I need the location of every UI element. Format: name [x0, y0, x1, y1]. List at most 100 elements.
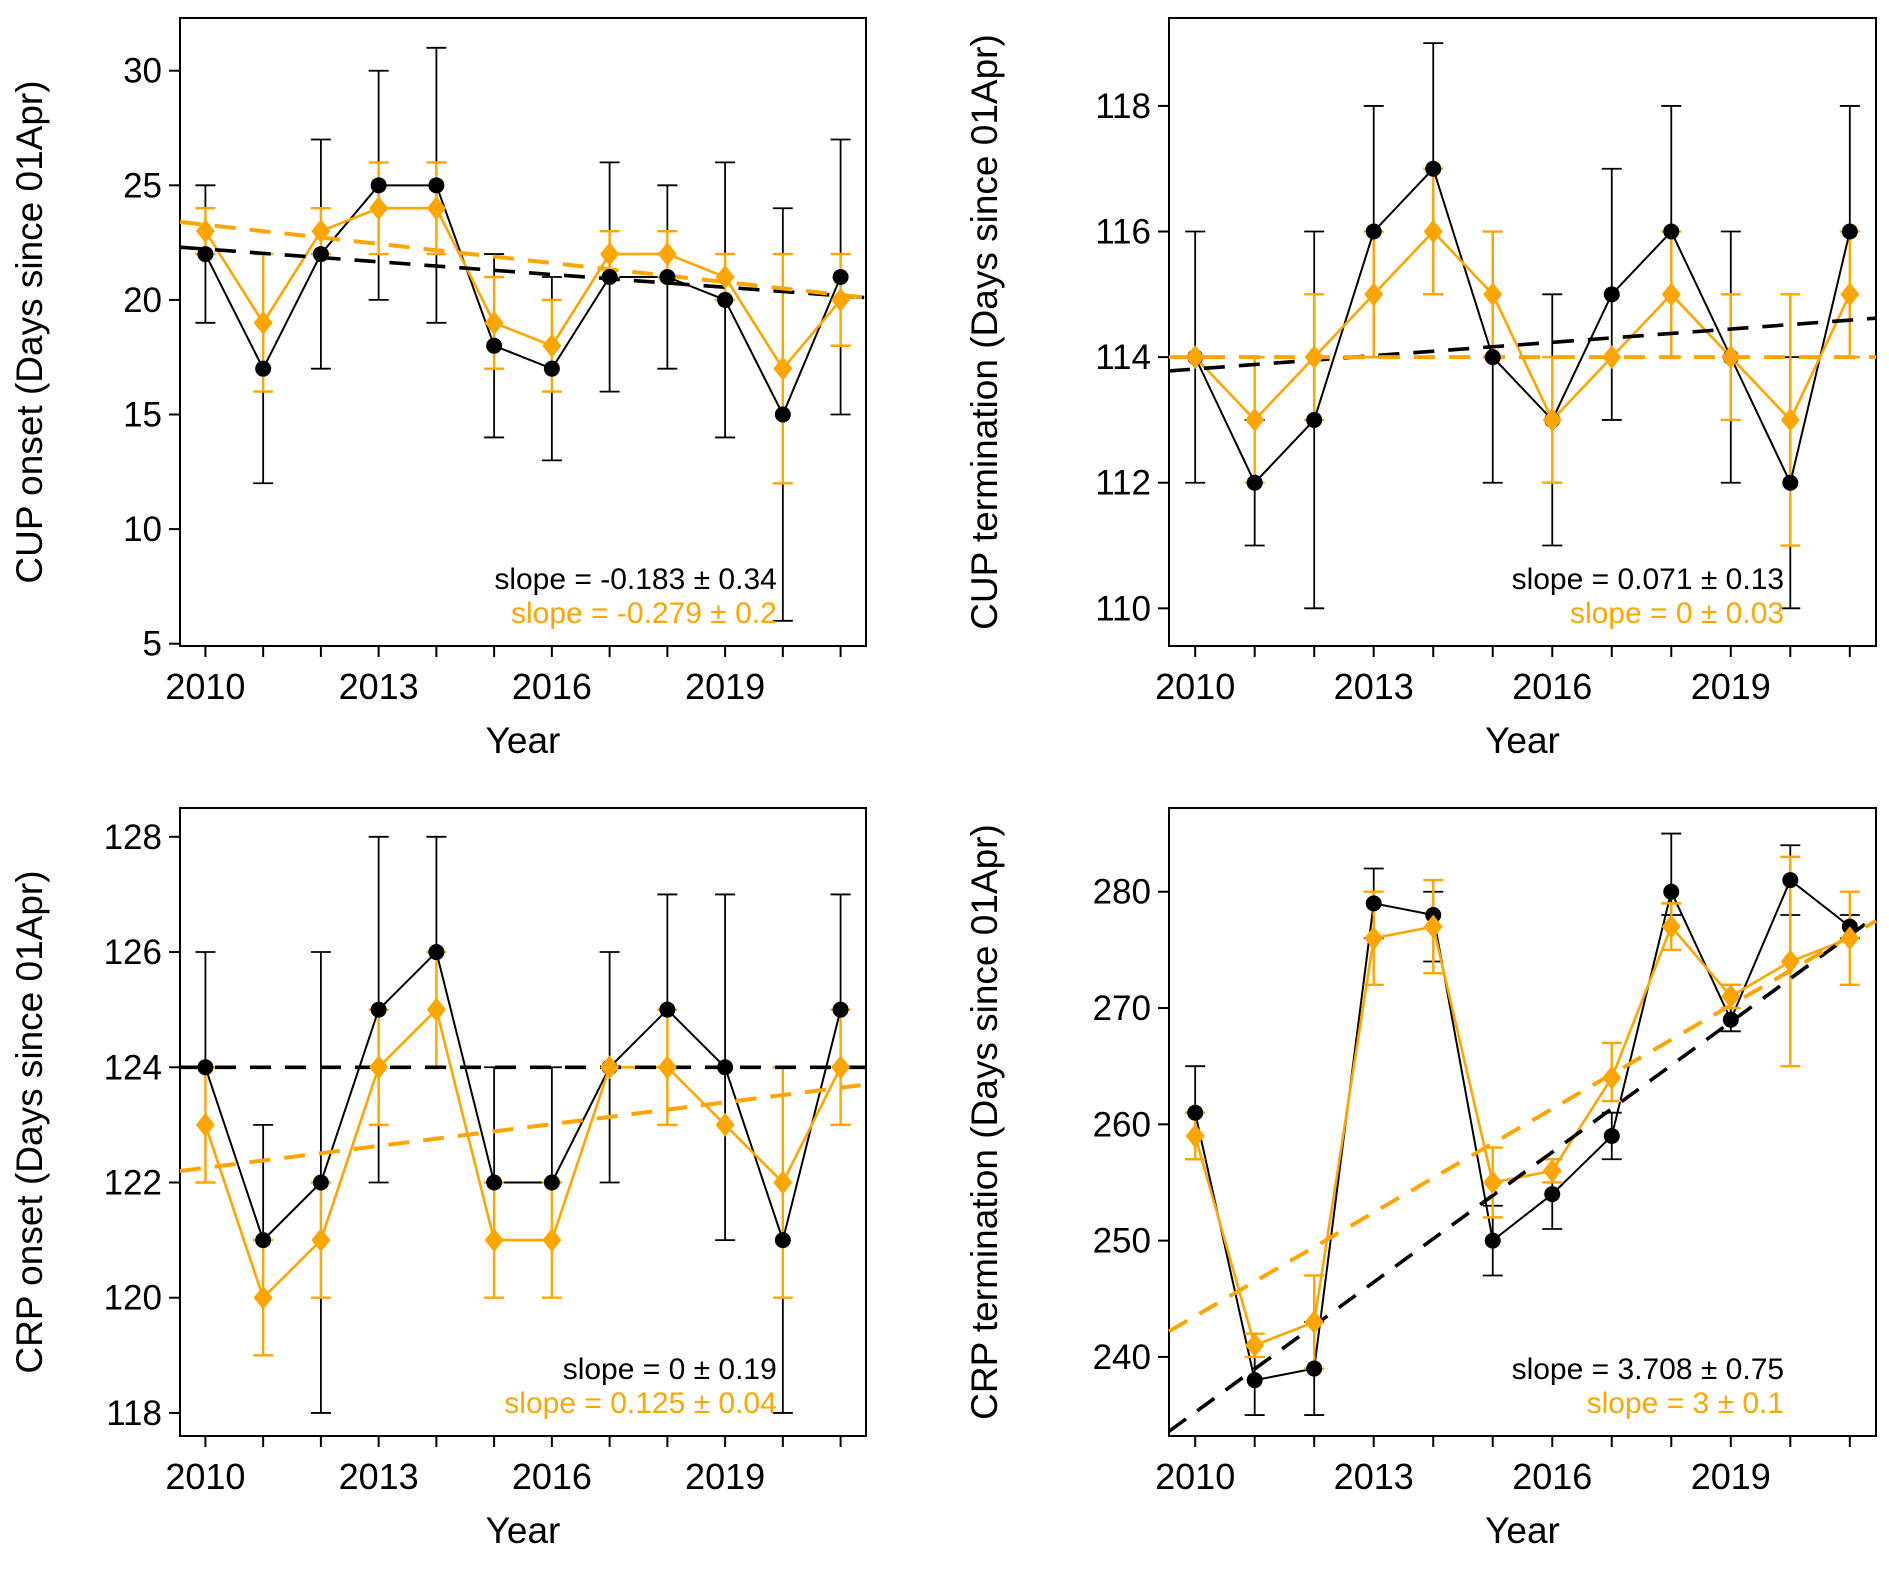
- y-tick-label: 280: [1093, 873, 1151, 912]
- y-tick-label: 116: [1095, 213, 1151, 252]
- y-tick-label: 260: [1093, 1105, 1151, 1144]
- black-circles-series-line: [1194, 878, 1851, 1382]
- x-tick-label: 2016: [1512, 1456, 1592, 1497]
- data-point-diamond: [369, 1055, 389, 1080]
- x-tick-label: 2013: [339, 1456, 419, 1497]
- data-point-circle: [1425, 160, 1442, 177]
- x-tick-label: 2013: [1334, 666, 1414, 707]
- data-point-diamond: [1542, 407, 1562, 432]
- data-point-diamond: [1423, 914, 1443, 939]
- y-tick-label: 120: [104, 1279, 162, 1318]
- orange-diamonds-trend-line: [179, 1082, 867, 1173]
- slope-annotation-orange-diamonds: slope = 0 ± 0.03: [1570, 597, 1784, 630]
- data-point-circle: [370, 1001, 387, 1018]
- data-point-circle: [659, 1001, 676, 1018]
- data-point-circle: [774, 1232, 791, 1249]
- y-tick-label: 122: [104, 1163, 162, 1202]
- slope-annotation-black-circles: slope = -0.183 ± 0.34: [494, 563, 777, 596]
- data-point-diamond: [1364, 926, 1384, 951]
- data-point-diamond: [1661, 914, 1681, 939]
- orange-diamonds-series-line: [204, 206, 842, 371]
- data-point-circle: [197, 246, 214, 263]
- x-tick-label: 2010: [165, 666, 245, 707]
- x-tick-label: 2010: [165, 1456, 245, 1497]
- data-point-diamond: [1185, 345, 1205, 370]
- y-tick-label: 30: [123, 52, 162, 91]
- black-circles-trend-line: [179, 245, 867, 300]
- data-point-diamond: [1780, 949, 1800, 974]
- data-point-diamond: [1483, 1170, 1503, 1195]
- black-circles-trend-line: [1168, 316, 1877, 373]
- data-point-diamond: [1840, 282, 1860, 307]
- data-point-circle: [255, 360, 272, 377]
- data-point-diamond: [1602, 1065, 1622, 1090]
- data-point-diamond: [1721, 345, 1741, 370]
- data-point-circle: [1484, 349, 1501, 366]
- data-point-circle: [1663, 883, 1680, 900]
- data-point-diamond: [773, 1170, 793, 1195]
- data-point-circle: [1722, 1011, 1739, 1028]
- y-tick-label: 118: [106, 1394, 162, 1433]
- y-tick-label: 15: [123, 396, 162, 435]
- data-point-diamond: [715, 1112, 735, 1137]
- x-axis-title: Year: [1485, 1510, 1560, 1551]
- y-tick-label: 20: [123, 281, 162, 320]
- data-point-circle: [1306, 1360, 1323, 1377]
- data-point-circle: [717, 291, 734, 308]
- data-point-diamond: [542, 1228, 562, 1253]
- orange-diamonds-series-line: [1193, 924, 1851, 1348]
- data-point-circle: [601, 268, 618, 285]
- data-point-circle: [1187, 1104, 1204, 1121]
- data-point-circle: [1782, 474, 1799, 491]
- data-point-diamond: [1304, 345, 1324, 370]
- data-point-diamond: [311, 219, 331, 244]
- data-point-diamond: [484, 310, 504, 335]
- x-axis-title: Year: [1485, 720, 1560, 761]
- data-point-diamond: [657, 1055, 677, 1080]
- data-point-circle: [1484, 1232, 1501, 1249]
- data-point-circle: [1663, 223, 1680, 240]
- data-point-circle: [543, 360, 560, 377]
- data-point-diamond: [1840, 926, 1860, 951]
- y-tick-label: 110: [1095, 589, 1151, 628]
- plot-box: [179, 807, 867, 1437]
- black-circles-series-line: [204, 950, 842, 1244]
- x-tick-label: 2010: [1155, 1456, 1235, 1497]
- orange-diamonds-trend-line: [1167, 919, 1878, 1334]
- data-point-diamond: [1661, 282, 1681, 307]
- x-tick-label: 2016: [1512, 666, 1592, 707]
- data-point-diamond: [1721, 984, 1741, 1009]
- orange-diamonds-trend-line: [179, 219, 867, 300]
- data-point-diamond: [600, 1055, 620, 1080]
- y-tick-label: 124: [104, 1048, 162, 1087]
- data-point-diamond: [1483, 282, 1503, 307]
- data-point-circle: [1782, 872, 1799, 889]
- data-point-diamond: [253, 1285, 273, 1310]
- y-tick-label: 112: [1095, 464, 1151, 503]
- data-point-diamond: [1780, 407, 1800, 432]
- data-point-diamond: [195, 219, 215, 244]
- black-circles-trend-line: [1167, 914, 1878, 1433]
- y-tick-label: 114: [1095, 338, 1151, 377]
- data-point-circle: [1365, 223, 1382, 240]
- y-tick-label: 240: [1093, 1338, 1151, 1377]
- data-point-diamond: [195, 1112, 215, 1137]
- x-tick-label: 2019: [1691, 666, 1771, 707]
- data-point-diamond: [1364, 282, 1384, 307]
- y-tick-label: 128: [104, 818, 162, 857]
- data-point-circle: [832, 1001, 849, 1018]
- chart-panel-1: 110 112 114 116 118 2010 2013 2016 2019 CUP termi…: [964, 17, 1877, 761]
- data-point-diamond: [426, 196, 446, 221]
- data-point-circle: [1841, 223, 1858, 240]
- data-point-diamond: [831, 287, 851, 312]
- x-tick-label: 2019: [1691, 1456, 1771, 1497]
- data-point-circle: [659, 268, 676, 285]
- data-point-diamond: [1245, 1333, 1265, 1358]
- chart-panel-2: 118 120 122 124 126 128 2010 2013 2016 2019 CRP on…: [9, 807, 867, 1551]
- data-point-circle: [486, 1174, 503, 1191]
- slope-annotation-orange-diamonds: slope = -0.279 ± 0.2: [511, 597, 777, 630]
- y-tick-label: 5: [143, 625, 162, 664]
- data-point-diamond: [657, 242, 677, 267]
